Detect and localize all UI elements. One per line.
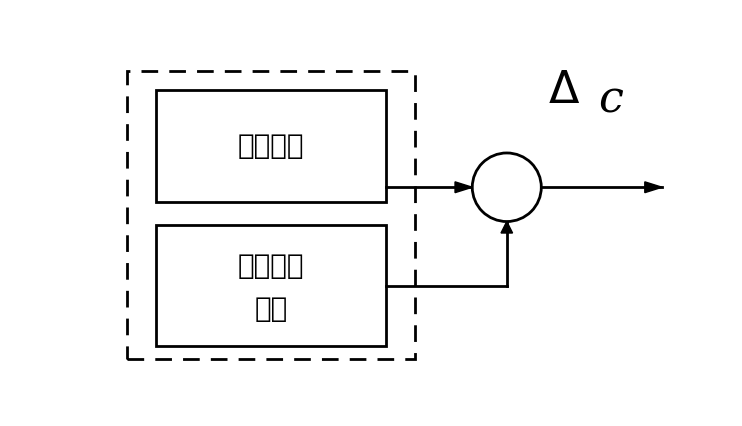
Polygon shape bbox=[645, 182, 662, 193]
Text: 负载热容: 负载热容 bbox=[237, 132, 304, 160]
Polygon shape bbox=[501, 222, 513, 233]
Ellipse shape bbox=[473, 153, 542, 222]
Text: c: c bbox=[598, 79, 623, 122]
Polygon shape bbox=[455, 182, 473, 193]
Text: 设计: 设计 bbox=[255, 295, 288, 322]
Bar bbox=[128, 71, 415, 360]
Text: 加热功率: 加热功率 bbox=[237, 252, 304, 280]
Text: Δ: Δ bbox=[549, 69, 580, 112]
Bar bbox=[156, 225, 386, 346]
Bar bbox=[156, 90, 386, 202]
